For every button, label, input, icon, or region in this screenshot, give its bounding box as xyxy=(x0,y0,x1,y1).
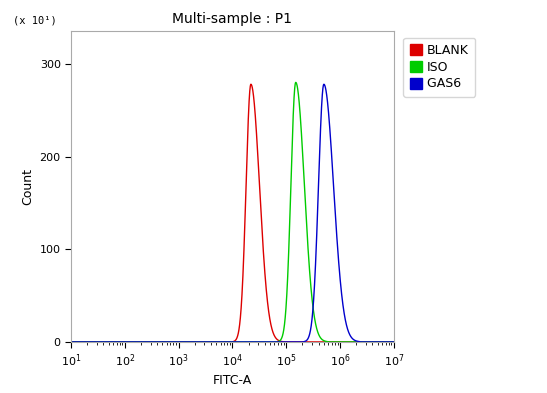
Title: Multi-sample : P1: Multi-sample : P1 xyxy=(172,12,293,26)
ISO xyxy=(68,340,74,344)
BLANK xyxy=(248,82,254,86)
ISO xyxy=(307,279,313,284)
ISO xyxy=(84,340,91,344)
Line: ISO: ISO xyxy=(71,83,394,342)
X-axis label: FITC-A: FITC-A xyxy=(213,375,252,387)
ISO xyxy=(293,80,299,85)
GAS6  xyxy=(273,340,280,344)
BLANK xyxy=(273,336,280,341)
ISO xyxy=(259,340,265,344)
ISO xyxy=(391,340,397,344)
GAS6  xyxy=(307,329,313,333)
BLANK xyxy=(68,340,74,344)
GAS6  xyxy=(84,340,91,344)
BLANK xyxy=(307,340,313,344)
BLANK xyxy=(259,230,265,234)
GAS6  xyxy=(185,340,191,344)
Y-axis label: Count: Count xyxy=(21,168,34,205)
Legend: BLANK, ISO, GAS6 : BLANK, ISO, GAS6 xyxy=(403,38,475,97)
BLANK xyxy=(324,340,331,344)
GAS6  xyxy=(324,101,331,105)
GAS6  xyxy=(259,340,265,344)
ISO xyxy=(185,340,191,344)
GAS6  xyxy=(391,340,397,344)
Line: GAS6 : GAS6 xyxy=(71,84,394,342)
GAS6  xyxy=(321,82,327,86)
BLANK xyxy=(185,340,191,344)
Line: BLANK: BLANK xyxy=(71,84,394,342)
ISO xyxy=(324,340,331,344)
ISO xyxy=(273,340,280,344)
Text: (x 10¹): (x 10¹) xyxy=(13,15,57,25)
GAS6  xyxy=(68,340,74,344)
BLANK xyxy=(391,340,397,344)
BLANK xyxy=(84,340,91,344)
